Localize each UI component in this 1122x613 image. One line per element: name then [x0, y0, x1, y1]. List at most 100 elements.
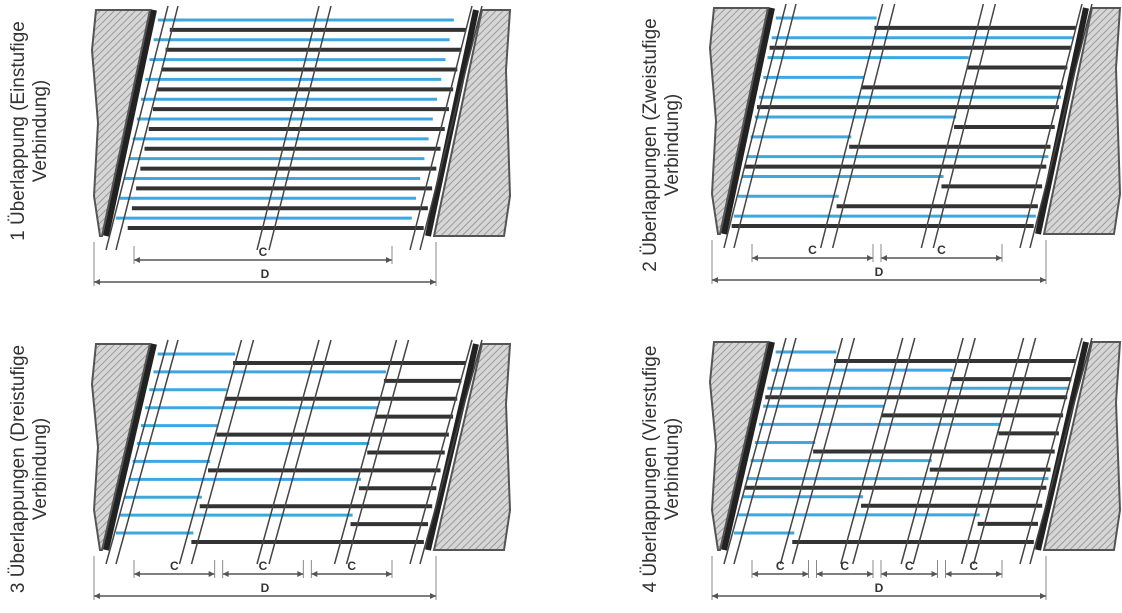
- stage-guide-line: [972, 337, 1037, 565]
- left-edge-line: [103, 9, 157, 237]
- right-clamp-block: [432, 343, 512, 551]
- arrowhead: [945, 571, 952, 577]
- arrowhead: [222, 571, 229, 577]
- stage-guide-line: [831, 3, 896, 249]
- arrowhead: [867, 255, 873, 261]
- arrowhead: [802, 571, 809, 577]
- panel-3-caption: 3 Überlappungen (Dreistufige Verbindung): [8, 334, 52, 604]
- stage-guide-line: [178, 339, 243, 565]
- stage-guide-line: [779, 337, 844, 565]
- stage-guide-line: [105, 339, 169, 565]
- dimension-c-label: C: [776, 559, 785, 573]
- panel-2-caption-line1: 2 Überlappungen (Zweistufige: [640, 18, 661, 272]
- arrowhead: [816, 571, 823, 577]
- stage-guide-line: [723, 337, 787, 565]
- panel-3-caption-line2: Verbindung): [30, 417, 51, 521]
- dimension-c-label: C: [905, 559, 914, 573]
- arrowhead: [881, 255, 887, 261]
- arrowhead: [208, 571, 215, 577]
- stage-guide-line: [920, 3, 985, 249]
- panel-1-caption-line1: 1 Überlappung (Einstufige: [8, 21, 29, 241]
- stage-guide-line: [1019, 337, 1083, 565]
- arrowhead: [297, 571, 304, 577]
- dimension-c-label: C: [259, 559, 268, 573]
- stage-guide-line: [409, 5, 473, 251]
- panel-2-caption: 2 Überlappungen (Zweistufige Verbindung): [640, 0, 684, 290]
- panel-4-caption-line2: Verbindung): [662, 417, 683, 521]
- arrowhead: [311, 571, 318, 577]
- panel-1-caption-line2: Verbindung): [30, 79, 51, 183]
- panel-2-diagram: D C C: [708, 3, 1122, 294]
- stage-guide-line: [733, 3, 797, 249]
- arrowhead: [712, 593, 718, 599]
- left-clamp-block: [708, 341, 770, 551]
- arrowhead: [134, 571, 140, 577]
- dimension-c-label: C: [808, 243, 817, 257]
- stage-guide-line: [409, 339, 473, 565]
- dimension-d-label: D: [261, 581, 270, 595]
- dimension-c-label: C: [259, 245, 268, 259]
- stage-guide-line: [419, 5, 483, 251]
- panel-4-caption-line1: 4 Überlappungen (Vierstufige: [640, 345, 661, 593]
- stage-guide-line: [932, 3, 997, 249]
- arrowhead: [752, 571, 758, 577]
- stage-guide-line: [960, 337, 1025, 565]
- dimension-d-label: D: [875, 581, 884, 595]
- dimension-c-label: C: [170, 559, 179, 573]
- panel-1-caption: 1 Überlappung (Einstufige Verbindung): [8, 0, 52, 262]
- arrowhead: [752, 255, 758, 261]
- left-clamp-block: [90, 343, 152, 551]
- dimension-d-label: D: [875, 265, 884, 279]
- stage-guide-line: [723, 3, 787, 249]
- dimension-c-label: C: [937, 243, 946, 257]
- arrowhead: [996, 255, 1002, 261]
- arrowhead: [712, 277, 718, 283]
- stage-guide-line: [733, 337, 797, 565]
- stage-guide-line: [268, 5, 332, 251]
- right-clamp-block: [1042, 341, 1122, 551]
- panel-1-svg: DC: [90, 5, 512, 286]
- arrowhead: [430, 593, 436, 599]
- left-clamp-block: [708, 7, 770, 235]
- stage-guide-line: [1019, 3, 1083, 249]
- stage-guide-line: [268, 339, 332, 565]
- stage-guide-line: [900, 337, 964, 565]
- stage-guide-line: [791, 337, 856, 565]
- stage-guide-line: [190, 339, 255, 565]
- panel-4-caption: 4 Überlappungen (Vierstufige Verbindung): [640, 334, 684, 604]
- stage-guide-line: [256, 5, 320, 251]
- panel-4-diagram: D C C C C: [708, 337, 1122, 610]
- arrowhead: [94, 593, 100, 599]
- arrowhead: [881, 571, 887, 577]
- dimension-c-label: C: [969, 559, 978, 573]
- arrowhead: [386, 257, 392, 263]
- stage-guide-line: [419, 339, 483, 565]
- stage-guide-line: [840, 337, 904, 565]
- right-clamp-block: [432, 9, 512, 237]
- left-clamp-block: [90, 9, 152, 237]
- stage-guide-line: [1029, 3, 1093, 249]
- stage-guide-line: [345, 339, 410, 565]
- arrowhead: [1040, 593, 1046, 599]
- panel-2-svg: D C C: [708, 3, 1122, 284]
- stage-guide-line: [256, 339, 320, 565]
- panel-3-svg: DC C C: [90, 339, 512, 600]
- dimension-d-label: D: [261, 267, 270, 281]
- arrowhead: [867, 571, 873, 577]
- stage-guide-line: [912, 337, 976, 565]
- left-edge-line: [103, 343, 157, 551]
- arrowhead: [386, 571, 392, 577]
- arrowhead: [931, 571, 938, 577]
- left-edge-line: [721, 341, 775, 551]
- stage-guide-line: [1029, 337, 1093, 565]
- panel-2-caption-line2: Verbindung): [662, 93, 683, 197]
- stage-guide-line: [115, 339, 179, 565]
- stage-guide-line: [819, 3, 884, 249]
- stage-guide-line: [115, 5, 179, 251]
- dimension-c-label: C: [840, 559, 849, 573]
- panel-4-svg: D C C C C: [708, 337, 1122, 600]
- right-clamp-block: [1042, 7, 1122, 235]
- arrowhead: [134, 257, 140, 263]
